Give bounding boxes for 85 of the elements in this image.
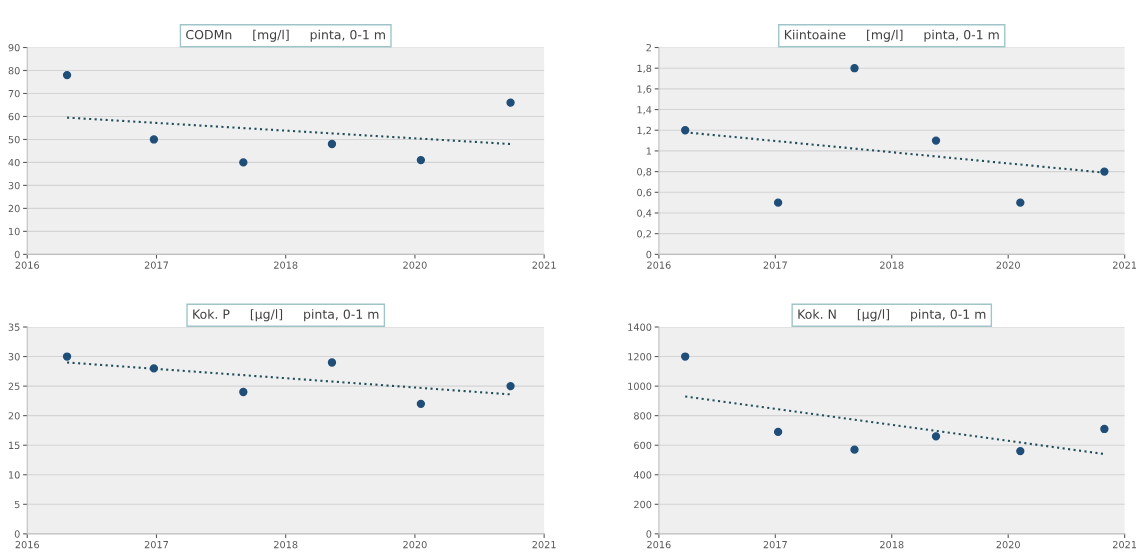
point bbox=[506, 98, 515, 107]
x-tick-label: 2021 bbox=[1112, 261, 1136, 269]
y-tick-label: 2 bbox=[646, 43, 651, 52]
y-tick-label: 1,2 bbox=[637, 126, 651, 136]
point bbox=[416, 399, 426, 409]
y-tick-label: 1400 bbox=[628, 323, 652, 331]
y-tick-label: 10 bbox=[9, 227, 20, 236]
x-tick-label: 2021 bbox=[532, 540, 556, 549]
y-tick-label: 10 bbox=[9, 471, 20, 479]
point bbox=[931, 136, 941, 145]
point bbox=[1100, 424, 1109, 434]
x-tick-label: 2020 bbox=[403, 261, 427, 269]
point bbox=[773, 427, 783, 437]
x-tick-label: 2018 bbox=[274, 540, 298, 549]
y-tick-label: 1,4 bbox=[637, 106, 652, 115]
y-tick-label: 0,2 bbox=[637, 230, 651, 239]
point bbox=[327, 358, 337, 367]
point bbox=[1100, 167, 1109, 176]
y-tick-label: 0,4 bbox=[637, 209, 652, 218]
point bbox=[681, 352, 690, 361]
x-tick-label: 2018 bbox=[880, 261, 904, 269]
y-tick-label: 90 bbox=[8, 43, 20, 52]
y-tick-label: 600 bbox=[634, 441, 652, 450]
y-tick-label: 20 bbox=[8, 204, 20, 213]
y-tick-label: 0,6 bbox=[637, 188, 652, 198]
y-tick-label: 1 bbox=[646, 147, 652, 155]
point bbox=[506, 381, 515, 391]
y-tick-label: 15 bbox=[9, 441, 20, 450]
x-tick-label: 2017 bbox=[763, 540, 787, 549]
y-tick-label: 0,8 bbox=[637, 168, 652, 177]
x-tick-label: 2020 bbox=[996, 540, 1020, 549]
y-tick-label: 1000 bbox=[628, 382, 652, 390]
point bbox=[327, 139, 337, 149]
y-tick-label: 20 bbox=[8, 412, 20, 420]
x-tick-label: 2021 bbox=[1112, 540, 1136, 549]
point bbox=[1016, 446, 1025, 456]
y-tick-label: 30 bbox=[8, 353, 20, 361]
point bbox=[239, 158, 248, 167]
y-tick-label: 50 bbox=[8, 135, 20, 144]
point bbox=[62, 352, 72, 361]
point bbox=[239, 387, 248, 397]
y-tick-label: 200 bbox=[634, 500, 652, 509]
y-tick-label: 5 bbox=[14, 500, 20, 509]
point bbox=[149, 364, 159, 373]
point bbox=[773, 198, 783, 207]
chart-title: CODMn [mg/l] pinta, 0-1 m bbox=[186, 29, 385, 42]
y-tick-label: 80 bbox=[8, 66, 20, 75]
x-tick-label: 2018 bbox=[880, 540, 904, 549]
y-tick-label: 60 bbox=[8, 112, 20, 121]
x-tick-label: 2017 bbox=[144, 261, 169, 269]
point bbox=[62, 70, 72, 80]
point bbox=[850, 64, 859, 73]
point bbox=[416, 155, 426, 165]
x-tick-label: 2017 bbox=[763, 261, 787, 269]
x-tick-label: 2016 bbox=[647, 540, 671, 549]
y-tick-label: 0 bbox=[646, 250, 652, 259]
y-tick-label: 1,8 bbox=[637, 64, 652, 74]
point bbox=[149, 135, 159, 144]
x-tick-label: 2016 bbox=[647, 261, 671, 269]
chart-title: Kiintoaine [mg/l] pinta, 0-1 m bbox=[784, 29, 999, 42]
chart-title: Kok. P [µg/l] pinta, 0-1 m bbox=[193, 309, 379, 322]
y-tick-label: 800 bbox=[634, 412, 652, 420]
x-tick-label: 2020 bbox=[996, 261, 1020, 269]
y-tick-label: 40 bbox=[8, 158, 20, 167]
x-tick-label: 2016 bbox=[15, 540, 40, 549]
y-tick-label: 70 bbox=[8, 89, 20, 98]
x-tick-label: 2021 bbox=[532, 261, 556, 269]
y-tick-label: 0 bbox=[14, 530, 20, 538]
chart-title: Kok. N [µg/l] pinta, 0-1 m bbox=[798, 309, 986, 322]
point bbox=[931, 432, 941, 441]
y-tick-label: 1,6 bbox=[637, 85, 652, 94]
x-tick-label: 2020 bbox=[403, 540, 427, 549]
y-tick-label: 0 bbox=[646, 530, 652, 538]
point bbox=[1016, 198, 1025, 207]
y-tick-label: 35 bbox=[8, 323, 20, 331]
x-tick-label: 2016 bbox=[15, 261, 40, 269]
x-tick-label: 2018 bbox=[274, 261, 298, 269]
y-tick-label: 400 bbox=[633, 471, 652, 479]
y-tick-label: 0 bbox=[14, 250, 20, 259]
y-tick-label: 1200 bbox=[628, 353, 652, 361]
y-tick-label: 30 bbox=[8, 181, 20, 190]
point bbox=[850, 445, 859, 454]
point bbox=[681, 126, 690, 135]
y-tick-label: 25 bbox=[8, 382, 20, 390]
x-tick-label: 2017 bbox=[144, 540, 169, 549]
